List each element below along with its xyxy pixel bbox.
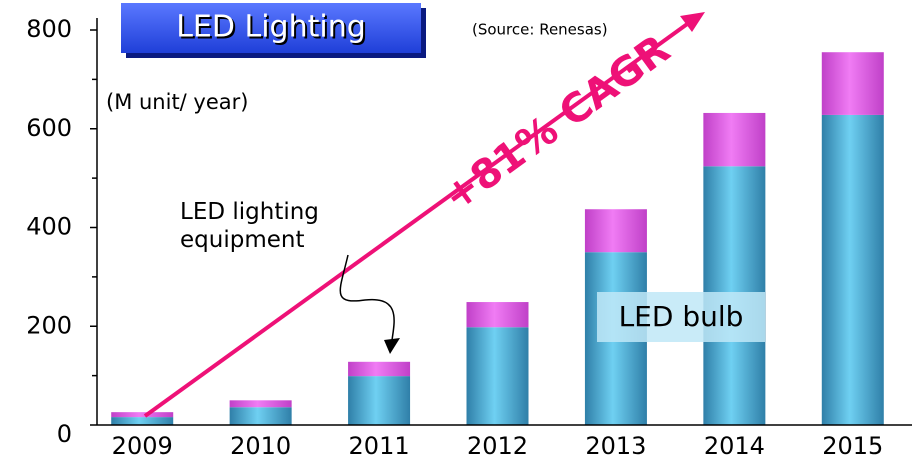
subtitle: (Source: Renesas) bbox=[472, 21, 608, 39]
cagr-annotation: +81% CAGR bbox=[435, 26, 678, 220]
x-tick-label: 2012 bbox=[467, 432, 528, 460]
bar-segment bbox=[348, 376, 411, 425]
y-tick-label: 0 bbox=[57, 420, 72, 448]
bar-segment bbox=[821, 114, 884, 426]
x-tick-label: 2011 bbox=[349, 432, 410, 460]
bar-segment bbox=[584, 209, 647, 253]
bar-segment bbox=[111, 417, 174, 425]
x-tick-label: 2013 bbox=[585, 432, 646, 460]
callout-arrowhead bbox=[384, 338, 400, 354]
callout-arrow bbox=[339, 254, 395, 341]
bar-segment bbox=[348, 361, 411, 377]
y-tick-label: 400 bbox=[26, 213, 72, 241]
y-axis-label: (M unit/ year) bbox=[106, 90, 248, 114]
bulb-label-box bbox=[597, 292, 765, 342]
cagr-arrow bbox=[143, 20, 692, 418]
bar-segment bbox=[821, 52, 884, 115]
bar-segment bbox=[111, 412, 174, 418]
bar-segment bbox=[703, 112, 766, 167]
x-tick-label: 2010 bbox=[230, 432, 291, 460]
cagr-arrowhead bbox=[680, 12, 705, 32]
y-tick-label: 600 bbox=[26, 114, 72, 142]
y-tick-label: 800 bbox=[26, 15, 72, 43]
title-box bbox=[121, 3, 421, 53]
x-tick-label: 2009 bbox=[112, 432, 173, 460]
equipment-label: LED lighting equipment bbox=[180, 199, 319, 253]
y-tick-label: 200 bbox=[26, 311, 72, 339]
bar-segment bbox=[466, 302, 529, 328]
bar-segment bbox=[466, 327, 529, 425]
x-tick-label: 2015 bbox=[822, 432, 883, 460]
bar-segment bbox=[229, 407, 292, 425]
bar-segment bbox=[229, 400, 292, 408]
title-shadow-text: LED Lighting bbox=[178, 12, 368, 47]
chart-title: LED Lighting bbox=[176, 10, 366, 45]
x-tick-label: 2014 bbox=[704, 432, 765, 460]
bulb-label: LED bulb bbox=[619, 300, 744, 333]
